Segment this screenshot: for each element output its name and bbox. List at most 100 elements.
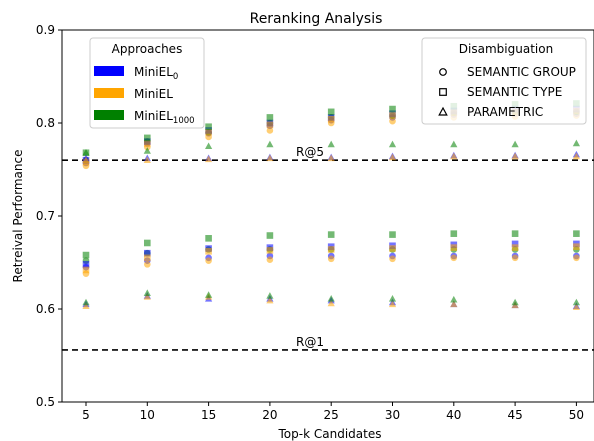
data-point-square <box>573 243 580 250</box>
data-point-square <box>144 249 151 257</box>
x-tick-label: 30 <box>385 408 400 422</box>
data-point-square <box>511 244 519 251</box>
data-point-triangle <box>143 293 151 300</box>
data-point-square <box>327 108 335 116</box>
data-point-square <box>82 266 90 274</box>
data-point-triangle <box>266 292 274 299</box>
data-point-triangle <box>450 140 458 148</box>
y-tick-label: 0.8 <box>36 116 55 130</box>
legend-item-label: SEMANTIC TYPE <box>467 85 562 99</box>
legend-item-label: MiniEL0 <box>134 65 178 82</box>
data-point-square <box>450 244 458 251</box>
data-point-triangle <box>572 152 580 160</box>
legend-item-label: PARAMETRIC <box>467 105 543 119</box>
data-point-square <box>205 235 212 242</box>
data-point-square <box>450 230 458 237</box>
data-point-triangle <box>205 155 213 163</box>
reference-line-label: R@1 <box>296 335 324 349</box>
y-tick-label: 0.7 <box>36 209 55 223</box>
x-axis-label: Top-k Candidates <box>278 427 382 441</box>
y-axis-label: Retreival Performance <box>11 150 25 283</box>
data-point-triangle <box>450 152 458 160</box>
data-point-triangle <box>82 148 90 156</box>
data-point-square <box>327 246 335 253</box>
x-tick-label: 5 <box>82 408 90 422</box>
data-point-circle <box>266 127 274 134</box>
x-tick-label: 20 <box>262 408 277 422</box>
y-tick-label: 0.5 <box>36 395 55 409</box>
legend-marker-triangle <box>438 106 448 116</box>
data-point-circle <box>389 117 396 125</box>
data-point-triangle <box>143 156 151 163</box>
data-point-square <box>389 105 396 113</box>
data-point-square <box>82 251 90 259</box>
data-point-square <box>573 230 580 237</box>
y-tick-label: 0.9 <box>36 23 55 37</box>
x-tick-label: 45 <box>507 408 522 422</box>
data-point-circle <box>205 257 212 264</box>
data-point-circle <box>327 255 335 263</box>
data-point-triangle <box>143 289 151 296</box>
data-point-triangle <box>327 299 335 307</box>
data-point-triangle <box>572 303 580 310</box>
data-point-square <box>266 232 274 239</box>
data-point-square <box>327 231 335 238</box>
data-point-circle <box>266 256 274 264</box>
data-point-triangle <box>82 302 90 310</box>
data-point-triangle <box>266 296 274 304</box>
legend-item-label: MiniEL1000 <box>134 109 195 126</box>
data-point-square <box>327 115 335 123</box>
data-point-triangle <box>82 156 90 163</box>
data-point-square <box>511 240 519 248</box>
data-point-triangle <box>511 298 519 306</box>
data-point-circle <box>450 254 458 262</box>
legend-marker-square <box>439 88 447 96</box>
data-point-triangle <box>388 294 397 302</box>
legend-item-label: MiniEL <box>134 87 173 101</box>
x-tick-label: 10 <box>140 408 155 422</box>
data-point-triangle <box>82 298 90 306</box>
legend-item-label: SEMANTIC GROUP <box>467 65 576 79</box>
data-point-triangle <box>327 294 335 302</box>
x-tick-label: 25 <box>324 408 339 422</box>
data-point-square <box>82 261 90 268</box>
legend-approaches: Approaches MiniEL0 MiniEL MiniEL1000 <box>89 37 205 129</box>
legend-swatch <box>94 88 124 98</box>
data-point-square <box>144 239 151 247</box>
data-point-circle <box>511 254 519 262</box>
legend-swatch <box>94 66 124 76</box>
data-point-square <box>144 134 151 142</box>
legend-disambiguation: Disambiguation SEMANTIC GROUP SEMANTIC TYP… <box>421 37 587 125</box>
data-point-triangle <box>388 300 397 308</box>
data-point-circle <box>573 254 580 262</box>
data-point-triangle <box>388 153 397 161</box>
data-point-square <box>389 245 396 252</box>
data-point-triangle <box>205 142 213 150</box>
data-point-triangle <box>450 300 458 308</box>
data-point-triangle <box>143 147 151 154</box>
data-point-triangle <box>388 140 397 148</box>
x-tick-label: 15 <box>201 408 216 422</box>
data-point-square <box>266 121 274 129</box>
data-point-triangle <box>205 291 213 298</box>
data-point-square <box>205 123 212 131</box>
data-point-square <box>266 247 274 254</box>
legend-title: Approaches <box>112 42 183 56</box>
data-point-triangle <box>266 140 274 148</box>
x-tick-label: 40 <box>446 408 461 422</box>
data-point-triangle <box>327 154 335 162</box>
data-point-square <box>266 114 274 121</box>
chart-title: Reranking Analysis <box>250 11 383 27</box>
data-point-triangle <box>266 154 274 162</box>
data-point-triangle <box>572 139 580 147</box>
data-point-square <box>511 230 519 237</box>
data-point-square <box>144 254 151 262</box>
legend-marker-circle <box>439 68 447 76</box>
legend-box <box>421 37 587 125</box>
data-point-square <box>389 231 396 238</box>
data-point-triangle <box>511 152 519 160</box>
data-point-square <box>205 129 212 136</box>
data-point-triangle <box>450 295 458 303</box>
data-point-circle <box>144 261 151 268</box>
